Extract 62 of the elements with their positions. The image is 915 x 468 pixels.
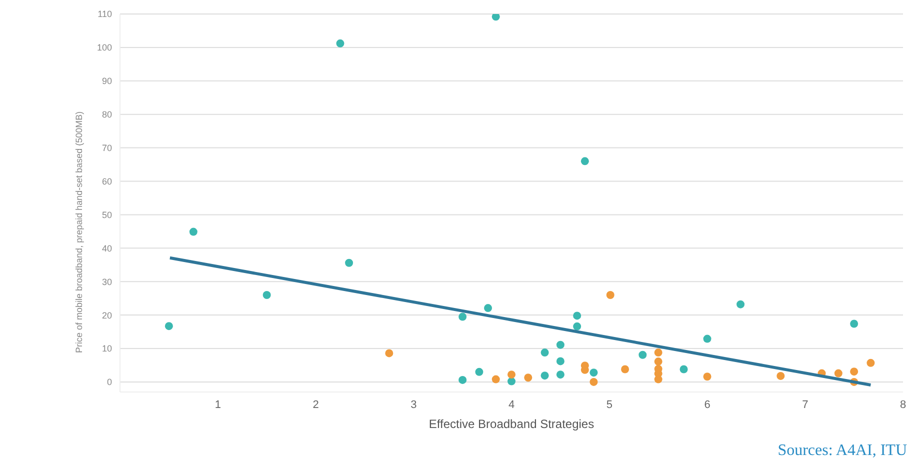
point (508, 370, 516, 379)
y-tick-label: 0 (106, 377, 112, 388)
y-tick-label: 60 (102, 176, 112, 186)
point (776, 372, 785, 380)
y-tick-label: 40 (102, 243, 112, 254)
x-tick-label: 8 (900, 398, 906, 411)
point (492, 375, 500, 384)
point (556, 340, 564, 349)
x-tick-label: 4 (508, 398, 515, 411)
point (458, 376, 467, 384)
point (164, 322, 173, 330)
point (580, 157, 589, 166)
y-tick-label: 20 (102, 310, 112, 320)
point (484, 304, 492, 312)
point (850, 368, 858, 376)
y-tick-label: 30 (102, 276, 112, 287)
source-note: Sources: A4AI, ITU (778, 442, 907, 460)
point (573, 322, 582, 330)
point (850, 320, 858, 328)
x-tick-label: 6 (704, 398, 710, 411)
x-tick-label: 3 (410, 398, 417, 411)
x-tick-label: 1 (214, 398, 221, 411)
point (556, 370, 564, 379)
point (606, 290, 614, 299)
point (703, 334, 712, 343)
point (189, 228, 198, 236)
point (834, 369, 842, 378)
y-tick-label: 80 (102, 110, 112, 120)
point (540, 348, 549, 357)
y-tick-label: 50 (102, 210, 112, 220)
point (475, 368, 484, 376)
point (492, 14, 500, 21)
x-tick-label: 5 (606, 398, 612, 411)
point (573, 312, 582, 320)
y-tick-label: 10 (102, 344, 112, 354)
point (262, 290, 271, 299)
y-tick-label: 90 (102, 76, 112, 86)
point (654, 358, 662, 366)
point (556, 357, 564, 366)
point (680, 365, 688, 374)
x-axis-title: Effective Broadband Strategies (428, 417, 594, 431)
point (524, 374, 532, 382)
point (654, 348, 662, 357)
point (638, 350, 647, 359)
point (621, 365, 630, 374)
point (345, 258, 354, 267)
x-tick-label: 2 (312, 398, 319, 411)
point (540, 372, 549, 380)
point (508, 377, 516, 386)
point (385, 349, 394, 358)
y-tick-label: 100 (96, 42, 112, 53)
y-tick-label: 110 (98, 9, 112, 20)
x-tick-label: 7 (802, 398, 808, 411)
point (590, 378, 598, 386)
point (458, 312, 467, 321)
point (336, 39, 344, 48)
point (703, 372, 712, 381)
point (736, 300, 745, 308)
y-axis-title: Price of mobile broadband, prepaid hand-set based (500MB) (74, 111, 84, 353)
point (590, 368, 598, 377)
point (866, 358, 875, 367)
y-tick-label: 70 (102, 143, 112, 153)
